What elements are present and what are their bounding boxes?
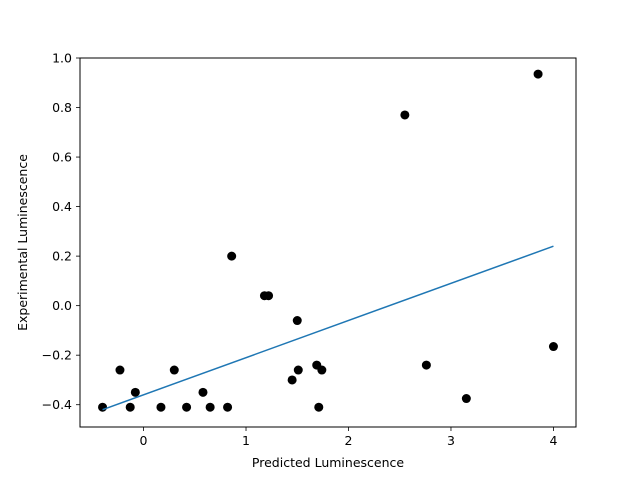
scatter-point-3 xyxy=(130,387,140,397)
plot-frame xyxy=(79,57,577,428)
scatter-point-12 xyxy=(264,291,274,301)
y-tick-label: 0.2 xyxy=(52,249,72,264)
scatter-point-13 xyxy=(287,375,297,385)
scatter-point-10 xyxy=(227,251,237,261)
y-axis-label: Experimental Luminescence xyxy=(15,154,30,331)
x-tick-label: 2 xyxy=(345,433,353,448)
x-tick-label: 3 xyxy=(447,433,455,448)
scatter-point-0 xyxy=(98,402,108,412)
y-tick-label: 0.8 xyxy=(52,100,72,115)
scatter-point-23 xyxy=(548,342,558,352)
fit-line xyxy=(102,245,554,411)
scatter-point-17 xyxy=(314,402,324,412)
scatter-point-14 xyxy=(292,316,302,326)
y-tick-label: 0.4 xyxy=(52,199,72,214)
x-axis-ticks: 0 1 2 3 4 xyxy=(140,427,557,448)
y-axis-ticks: −0.4 −0.2 0.0 0.2 0.4 0.6 0.8 1.0 xyxy=(42,51,80,412)
x-tick-label: 4 xyxy=(549,433,557,448)
scatter-point-8 xyxy=(205,402,215,412)
scatter-point-1 xyxy=(115,365,125,375)
scatter-point-9 xyxy=(223,402,233,412)
scatter-point-19 xyxy=(400,110,410,120)
x-tick-label: 1 xyxy=(242,433,250,448)
y-tick-label: 1.0 xyxy=(52,51,72,66)
y-tick-label: −0.4 xyxy=(42,397,72,412)
scatter-point-20 xyxy=(421,360,431,370)
scatter-point-4 xyxy=(156,402,166,412)
y-tick-label: −0.2 xyxy=(42,348,72,363)
scatter-point-22 xyxy=(533,69,543,79)
x-axis-label: Predicted Luminescence xyxy=(252,455,404,470)
x-tick-label: 0 xyxy=(140,433,148,448)
y-tick-label: 0.6 xyxy=(52,150,72,165)
scatter-point-15 xyxy=(293,365,303,375)
plot-marks xyxy=(98,69,558,412)
scatter-point-6 xyxy=(182,402,192,412)
y-tick-label: 0.0 xyxy=(52,298,72,313)
scatter-point-7 xyxy=(198,387,208,397)
scatter-point-2 xyxy=(125,402,135,412)
scatter-point-18 xyxy=(317,365,327,375)
scatter-point-5 xyxy=(169,365,179,375)
scatter-point-21 xyxy=(461,394,471,404)
